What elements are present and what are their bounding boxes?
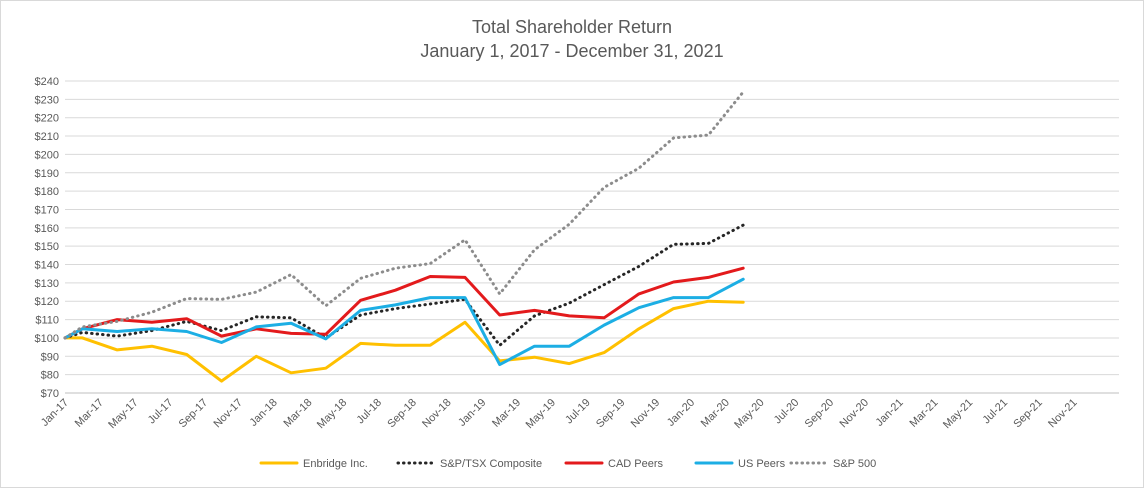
x-tick-label: Mar-17 [73,397,106,430]
y-tick-label: $220 [35,113,59,125]
y-axis: $70 $80 $90 $100 $110 $120 $130 $140 $150 $160 $17… [35,76,59,400]
x-tick-label: Mar-20 [699,397,732,430]
y-tick-label: $100 [35,333,59,345]
series-line-s-p-tsx-composite [63,223,745,347]
x-tick-label: Jan-21 [874,397,906,429]
x-tick-label: Nov-20 [837,397,871,431]
x-tick-label: May-18 [315,397,349,431]
x-tick-label: Jan-18 [248,397,280,429]
y-tick-label: $130 [35,278,59,290]
x-tick-label: May-19 [524,397,558,431]
x-tick-label: Nov-21 [1046,397,1080,431]
x-tick-label: Sep-17 [177,397,211,431]
x-tick-label: Jul-17 [146,397,176,427]
legend-label: US Peers [738,458,786,470]
y-tick-label: $160 [35,223,59,235]
legend-label: Enbridge Inc. [303,458,368,470]
x-tick-label: Sep-20 [803,397,837,431]
y-tick-label: $180 [35,186,59,198]
series-line-s-p-500 [63,90,745,340]
y-tick-label: $240 [35,76,59,88]
legend-label: S&P/TSX Composite [440,458,542,470]
x-tick-label: Jan-19 [456,397,488,429]
y-tick-label: $210 [35,131,59,143]
y-tick-label: $70 [41,388,59,400]
x-tick-label: Jul-18 [354,397,384,427]
x-tick-label: Jan-17 [39,397,71,429]
y-tick-label: $230 [35,94,59,106]
y-tick-label: $150 [35,241,59,253]
y-tick-label: $170 [35,204,59,216]
x-tick-label: May-17 [106,397,140,431]
y-tick-label: $90 [41,351,59,363]
legend: Enbridge Inc. S&P/TSX Composite CAD Peers U… [259,458,876,470]
series-line-enbridge-inc [63,299,745,383]
y-tick-label: $120 [35,296,59,308]
x-tick-label: May-20 [732,397,766,431]
x-tick-label: May-21 [941,397,975,431]
x-axis: Jan-17 Mar-17 May-17 Jul-17 Sep-17 Nov-17 Jan-… [39,392,1119,431]
legend-label: CAD Peers [608,458,664,470]
x-tick-label: Sep-19 [594,397,628,431]
y-tick-label: $140 [35,260,59,272]
chart-subtitle: January 1, 2017 - December 31, 2021 [420,41,723,61]
x-tick-label: Jul-21 [980,397,1010,427]
x-tick-label: Jul-19 [563,397,593,427]
series-lines [63,90,745,383]
chart-title: Total Shareholder Return [472,17,672,37]
x-tick-label: Mar-18 [281,397,314,430]
x-tick-label: Jan-20 [665,397,697,429]
y-tick-label: $80 [41,370,59,382]
y-tick-label: $200 [35,149,59,161]
x-tick-label: Nov-19 [629,397,663,431]
x-tick-label: Sep-21 [1011,397,1045,431]
y-tick-label: $110 [35,315,59,327]
x-tick-label: Mar-19 [490,397,523,430]
series-line-cad-peers [63,266,745,340]
legend-label: S&P 500 [833,458,876,470]
gridlines [65,80,1119,394]
x-tick-label: Jul-20 [772,397,802,427]
x-tick-label: Sep-18 [385,397,419,431]
y-tick-label: $190 [35,168,59,180]
x-tick-label: Nov-17 [211,397,245,431]
x-tick-label: Mar-21 [907,397,940,430]
series-line-us-peers [63,277,745,367]
x-tick-label: Nov-18 [420,397,454,431]
